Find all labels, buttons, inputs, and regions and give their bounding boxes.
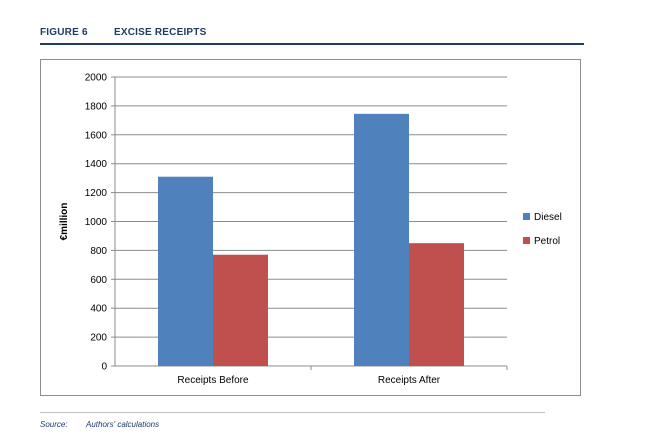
- y-tick-label: 800: [90, 246, 107, 257]
- x-axis-ticks: Receipts Before Receipts After: [177, 366, 508, 386]
- bar-chart: 0 200 400 600 800 1000 1200 1400 1600 1800 2000 Re…: [59, 73, 562, 387]
- y-tick-label: 2000: [85, 73, 108, 84]
- x-tick-label: Receipts Before: [177, 375, 249, 386]
- chart-frame: [40, 59, 581, 396]
- legend-swatch-diesel: [523, 213, 530, 220]
- source-text: Authors' calculations: [86, 420, 160, 429]
- legend-label-petrol: Petrol: [534, 236, 560, 247]
- x-tick-label: Receipts After: [378, 375, 441, 386]
- y-tick-label: 0: [101, 362, 107, 373]
- y-axis-ticks: 0 200 400 600 800 1000 1200 1400 1600 1800 2000: [85, 73, 115, 373]
- y-tick-label: 1600: [85, 130, 108, 141]
- figure-number: FIGURE 6: [40, 27, 88, 38]
- y-axis-label: €million: [59, 203, 70, 241]
- bar-petrol-0: [213, 254, 268, 366]
- bars: [158, 113, 464, 366]
- source-label: Source:: [40, 420, 68, 429]
- y-tick-label: 600: [90, 275, 107, 286]
- y-tick-label: 1200: [85, 188, 108, 199]
- y-tick-label: 1800: [85, 101, 108, 112]
- y-tick-label: 1400: [85, 159, 108, 170]
- bar-diesel-0: [158, 176, 213, 366]
- figure-header: FIGURE 6 EXCISE RECEIPTS: [40, 27, 584, 45]
- figure-title: EXCISE RECEIPTS: [114, 27, 207, 38]
- y-tick-label: 400: [90, 304, 107, 315]
- legend-swatch-petrol: [523, 237, 530, 244]
- legend-label-diesel: Diesel: [534, 212, 562, 223]
- y-tick-label: 200: [90, 333, 107, 344]
- bar-petrol-1: [409, 243, 464, 366]
- bar-diesel-1: [354, 113, 409, 366]
- source-divider: [40, 412, 545, 413]
- legend: Diesel Petrol: [523, 212, 562, 247]
- y-tick-label: 1000: [85, 217, 108, 228]
